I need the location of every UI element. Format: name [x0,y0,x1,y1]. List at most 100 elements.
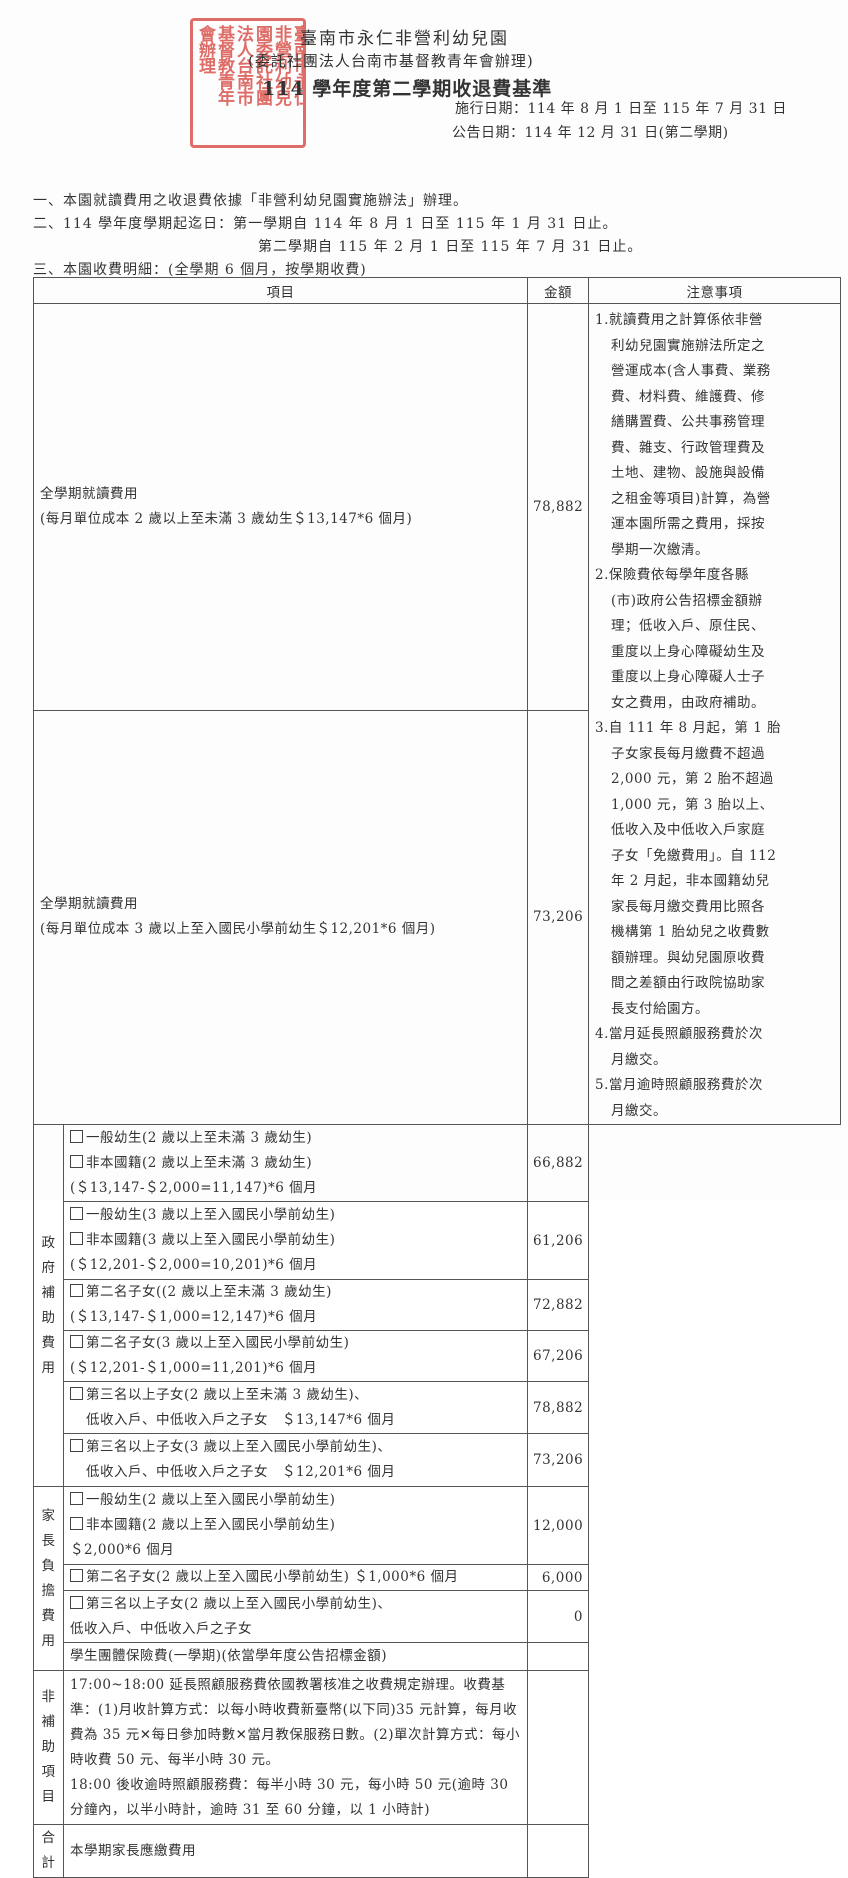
category-government-subsidy: 政 府 補 助 費 用 [33,1124,64,1487]
item-text: 一般幼生(2 歲以上至入國民小學前幼生) [86,1492,336,1508]
checkbox [70,1439,83,1452]
intro-line-1: 一、本園就讀費用之收退費依據「非營利幼兒園實施辦法」辦理。 [33,193,468,209]
checkbox [70,1492,83,1505]
effective-date: 施行日期：114 年 8 月 1 日至 115 年 7 月 31 日 [455,101,787,117]
notes-cell: 1.就讀費用之計算係依非營 利幼兒園實施辦法所定之 營運成本(含人事費、業務 費… [588,303,841,1125]
checkbox [70,1154,83,1168]
item-line: 非本國籍(3 歲以上至入國民小學前幼生) [70,1228,521,1253]
amount-cell: 78,882 [527,303,589,711]
note-item: 4.當月延長照顧服務費於次 月繳交。 [595,1026,763,1068]
note-item: 1.就讀費用之計算係依非營 利幼兒園實施辦法所定之 營運成本(含人事費、業務 費… [595,312,771,558]
table-row: 全學期就讀費用 (每月單位成本 3 歲以上至入國民小學前幼生＄12,201*6 … [33,709,841,1126]
table-row: 政 府 補 助 費 用 一般幼生(2 歲以上至未滿 3 歲幼生) 非本國籍(2 歲以… [33,1124,841,1487]
amount-cell [527,1642,589,1671]
item-cell: 第三名以上子女(2 歲以上至入國民小學前幼生)、低收入戶、中低收入戶之子女 [63,1590,528,1643]
table-row: 第二名子女(3 歲以上至入國民小學前幼生) (＄12,201-＄1,000=11,… [34,1330,841,1382]
category-total: 合 計 [33,1824,64,1878]
item-cell: 一般幼生(3 歲以上至入國民小學前幼生) 非本國籍(3 歲以上至入國民小學前幼生)… [63,1201,528,1280]
item-line: 低收入戶、中低收入戶之子女 ＄12,201*6 個月 [70,1460,521,1485]
item-line: 第三名以上子女(3 歲以上至入國民小學前幼生)、 [70,1435,521,1460]
item-text: 學生團體保險費(一學期)(依當學年度公告招標金額) [70,1648,388,1664]
item-text: 非本國籍(2 歲以上至入國民小學前幼生) [86,1517,336,1533]
item-text: (＄12,201-＄2,000=10,201)*6 個月 [70,1257,318,1273]
checkbox [70,1207,83,1220]
item-line: (＄13,147-＄1,000=12,147)*6 個月 [70,1305,521,1330]
item-cell: 第二名子女(2 歲以上至入國民小學前幼生) ＄1,000*6 個月 [63,1564,528,1591]
amount-cell: 66,882 [527,1124,589,1202]
amount-cell: 61,206 [527,1201,589,1280]
intro-line-3: 三、本園收費明細：(全學期 6 個月，按學期收費) [33,262,367,278]
item-line: 第三名以上子女(2 歲以上至未滿 3 歲幼生)、 [70,1383,521,1408]
checkbox [70,1569,83,1582]
fee-document-page: 臺南市永仁 非營利幼兒 園委託社團 法人台南市 基督教青年 會辦理 臺南市永仁非營利幼兒園… [33,18,841,1878]
item-line: ＄2,000*6 個月 [70,1538,521,1563]
fee-table: 項目 金額 注意事項 全學期就讀費用 (每月單位成本 2 歲以上至未滿 3 歲幼… [33,277,841,1878]
table-row: 學生團體保險費(一學期)(依當學年度公告招標金額) [34,1642,841,1671]
item-text: 低收入戶、中低收入戶之子女 [70,1620,252,1637]
checkbox [70,1284,83,1297]
table-row: 合 計 本學期家長應繳費用 [33,1824,841,1878]
header-item: 項目 [33,277,528,304]
item-line: 第二名子女(2 歲以上至入國民小學前幼生) ＄1,000*6 個月 [70,1565,521,1590]
item-line: 低收入戶、中低收入戶之子女 [70,1617,521,1642]
checkbox [70,1517,83,1530]
item-text: 非本國籍(2 歲以上至未滿 3 歲幼生) [86,1154,313,1171]
item-text: 第二名子女(3 歲以上至入國民小學前幼生) [86,1335,350,1351]
intro-line-2: 二、114 學年度學期起迄日：第一學期自 114 年 8 月 1 日至 115 … [33,216,618,232]
checkbox [70,1335,83,1348]
item-cell: 17:00~18:00 延長照顧服務費依國教署核准之收費規定辦理。收費基準：(1… [63,1670,528,1825]
item-cell: 第三名以上子女(2 歲以上至未滿 3 歲幼生)、 低收入戶、中低收入戶之子女 ＄1… [63,1381,528,1434]
table-row: 一般幼生(3 歲以上至入國民小學前幼生) 非本國籍(3 歲以上至入國民小學前幼生)… [34,1201,841,1280]
item-text: 第二名子女((2 歲以上至未滿 3 歲幼生) [86,1284,332,1300]
amount-cell [527,1670,589,1825]
item-line: 第三名以上子女(2 歲以上至入國民小學前幼生)、 [70,1592,521,1617]
category-parent-paid: 家 長 負 擔 費 用 [33,1486,64,1671]
item-text: 一般幼生(2 歲以上至未滿 3 歲幼生) [86,1129,313,1146]
item-text: 第三名以上子女(3 歲以上至入國民小學前幼生)、 [86,1439,392,1455]
seal-lettering: 臺南市永仁 [290,25,306,105]
amount-cell: 67,206 [527,1330,589,1382]
item-line: 一般幼生(2 歲以上至入國民小學前幼生) [70,1488,521,1513]
amount-cell: 73,206 [527,709,589,1126]
official-seal-stamp: 臺南市永仁 非營利幼兒 園委託社團 法人台南市 基督教青年 會辦理 [190,18,306,148]
note-item: 3.自 111 年 8 月起，第 1 胎 子女家長每月繳費不超過 2,000 元… [595,720,782,1017]
item-text: 第三名以上子女(2 歲以上至未滿 3 歲幼生)、 [86,1386,369,1403]
item-line: (＄12,201-＄1,000=11,201)*6 個月 [70,1356,521,1381]
item-line: 第二名子女(3 歲以上至入國民小學前幼生) [70,1331,521,1356]
item-text: (＄13,147-＄2,000=11,147)*6 個月 [70,1179,318,1196]
header-notes: 注意事項 [588,277,841,304]
item-line: 一般幼生(2 歲以上至未滿 3 歲幼生) [70,1126,521,1151]
checkbox [70,1595,83,1609]
table-row: 家 長 負 擔 費 用 一般幼生(2 歲以上至入國民小學前幼生) 非本國籍(2 歲以… [33,1486,841,1671]
amount-cell: 0 [527,1590,589,1643]
table-row: 第三名以上子女(2 歲以上至未滿 3 歲幼生)、 低收入戶、中低收入戶之子女 ＄1… [34,1381,841,1434]
header-amount: 金額 [527,277,589,304]
item-text: (＄13,147-＄1,000=12,147)*6 個月 [70,1309,318,1325]
item-cell: 全學期就讀費用 (每月單位成本 2 歲以上至未滿 3 歲幼生＄13,147*6 … [33,303,528,711]
item-line: 非本國籍(2 歲以上至未滿 3 歲幼生) [70,1151,521,1176]
seal-lettering: 基督教青年 [214,25,234,105]
item-line: 一般幼生(3 歲以上至入國民小學前幼生) [70,1203,521,1228]
checkbox [70,1386,83,1400]
item-line: 學生團體保險費(一學期)(依當學年度公告招標金額) [70,1644,521,1669]
item-cell: 一般幼生(2 歲以上至入國民小學前幼生) 非本國籍(2 歲以上至入國民小學前幼生)… [63,1486,528,1565]
amount-cell: 12,000 [527,1486,589,1565]
intro-line-2-continued: 第二學期自 115 年 2 月 1 日至 115 年 7 月 31 日止。 [258,239,643,255]
item-cell: 第二名子女(3 歲以上至入國民小學前幼生) (＄12,201-＄1,000=11,… [63,1330,528,1382]
seal-lettering: 會辦理 [195,25,215,73]
table-row: 非 補 助 項 目 17:00~18:00 延長照顧服務費依國教署核准之收費規定… [33,1670,841,1825]
category-non-subsidy: 非 補 助 項 目 [33,1670,64,1825]
item-line: 第二名子女((2 歲以上至未滿 3 歲幼生) [70,1280,521,1305]
kindergarten-name: 臺南市永仁非營利幼兒園 [300,29,509,49]
table-row: 全學期就讀費用 (每月單位成本 2 歲以上至未滿 3 歲幼生＄13,147*6 … [33,303,841,1125]
item-cell: 第二名子女((2 歲以上至未滿 3 歲幼生) (＄13,147-＄1,000=12… [63,1279,528,1331]
item-cell: 學生團體保險費(一學期)(依當學年度公告招標金額) [63,1642,528,1671]
table-row: 第三名以上子女(2 歲以上至入國民小學前幼生)、 低收入戶、中低收入戶之子女 0 [34,1590,841,1643]
amount-cell: 72,882 [527,1279,589,1331]
item-line: 非本國籍(2 歲以上至入國民小學前幼生) [70,1513,521,1538]
item-cell: 一般幼生(2 歲以上至未滿 3 歲幼生) 非本國籍(2 歲以上至未滿 3 歲幼生)… [63,1124,528,1202]
item-text: 第三名以上子女(2 歲以上至入國民小學前幼生)、 [86,1595,392,1612]
seal-lettering: 園委託社團 [252,25,272,105]
amount-cell [527,1824,589,1878]
item-cell: 全學期就讀費用 (每月單位成本 3 歲以上至入國民小學前幼生＄12,201*6 … [33,709,528,1126]
